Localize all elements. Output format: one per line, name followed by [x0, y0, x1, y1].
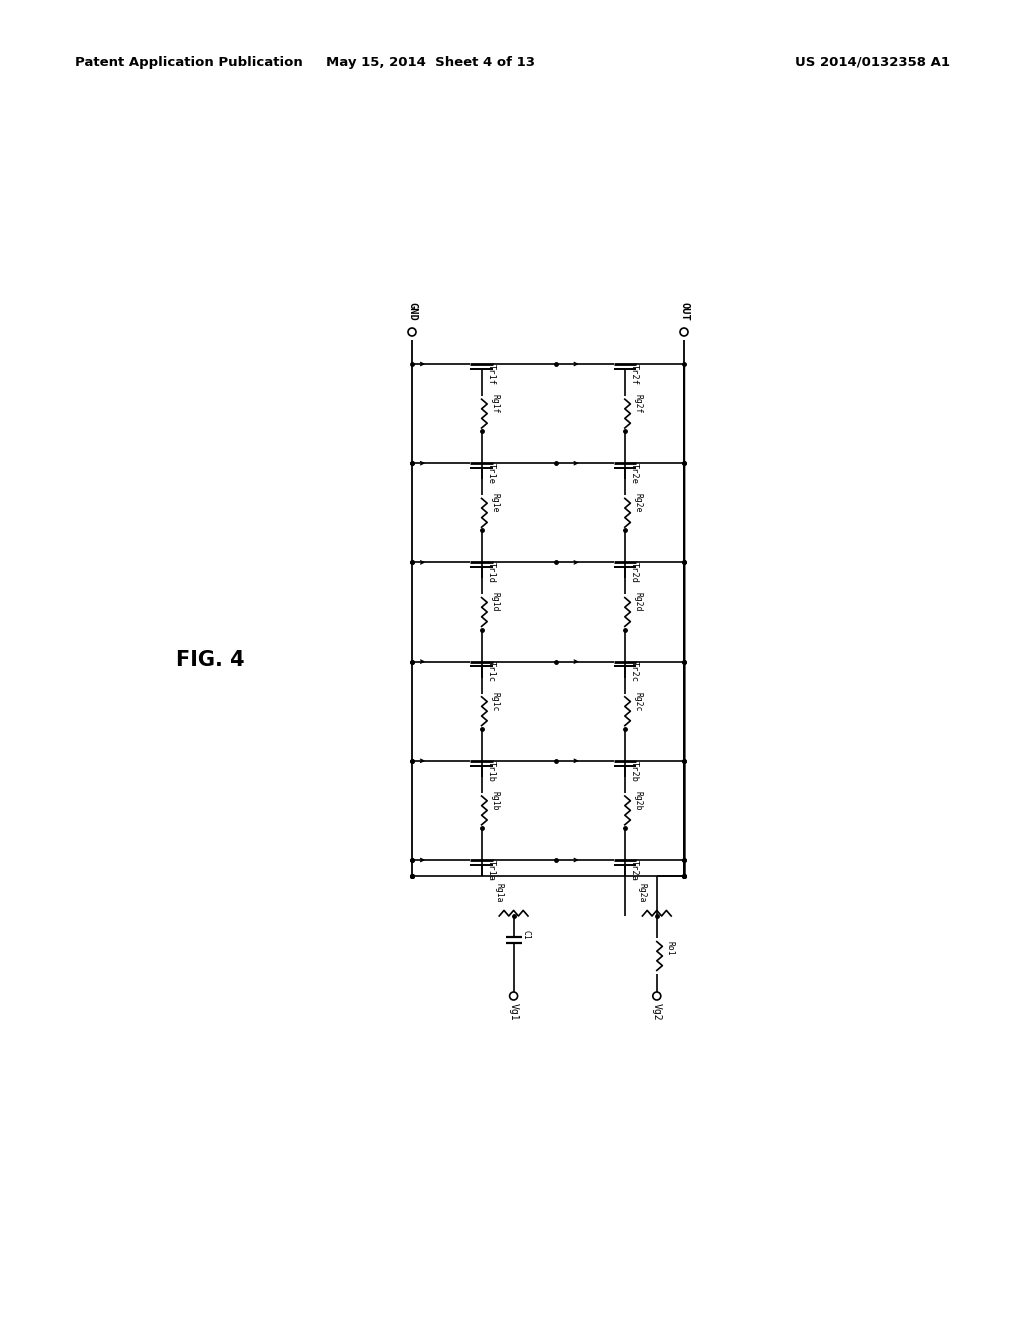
Text: Tr1c: Tr1c	[487, 661, 496, 682]
Text: Patent Application Publication: Patent Application Publication	[75, 55, 303, 69]
Text: Tr2d: Tr2d	[630, 562, 639, 583]
Text: C1: C1	[522, 931, 530, 940]
Text: FIG. 4: FIG. 4	[176, 649, 245, 671]
Text: Vg2: Vg2	[652, 1003, 662, 1020]
Text: May 15, 2014  Sheet 4 of 13: May 15, 2014 Sheet 4 of 13	[326, 55, 535, 69]
Text: Tr2e: Tr2e	[630, 463, 639, 484]
Text: GND: GND	[407, 302, 417, 321]
Text: Tr2f: Tr2f	[630, 364, 639, 385]
Text: Tr2a: Tr2a	[630, 859, 639, 880]
Text: US 2014/0132358 A1: US 2014/0132358 A1	[795, 55, 950, 69]
Text: Tr1d: Tr1d	[487, 562, 496, 583]
Text: Rg2b: Rg2b	[634, 791, 643, 810]
Text: Rg2f: Rg2f	[634, 395, 643, 413]
Text: Tr1e: Tr1e	[487, 463, 496, 484]
Circle shape	[408, 327, 416, 337]
Text: Tr2c: Tr2c	[630, 661, 639, 682]
Text: Rg2e: Rg2e	[634, 494, 643, 512]
Text: Tr1b: Tr1b	[487, 760, 496, 781]
Text: Vg1: Vg1	[509, 1003, 518, 1020]
Text: Rg1b: Rg1b	[490, 791, 500, 810]
Text: Rg2a: Rg2a	[638, 883, 647, 903]
Text: Rg1f: Rg1f	[490, 395, 500, 413]
Text: Rg1a: Rg1a	[495, 883, 504, 903]
Circle shape	[510, 993, 517, 1001]
Text: Rg2d: Rg2d	[634, 593, 643, 612]
Circle shape	[653, 993, 660, 1001]
Text: Rg1e: Rg1e	[490, 494, 500, 512]
Text: Tr1a: Tr1a	[487, 859, 496, 880]
Text: Ro1: Ro1	[666, 941, 675, 956]
Text: OUT: OUT	[679, 302, 689, 321]
Text: Rg1c: Rg1c	[490, 692, 500, 711]
Text: Tr1f: Tr1f	[487, 364, 496, 385]
Text: Rg2c: Rg2c	[634, 692, 643, 711]
Text: Rg1d: Rg1d	[490, 593, 500, 612]
Text: Tr2b: Tr2b	[630, 760, 639, 781]
Circle shape	[680, 327, 688, 337]
